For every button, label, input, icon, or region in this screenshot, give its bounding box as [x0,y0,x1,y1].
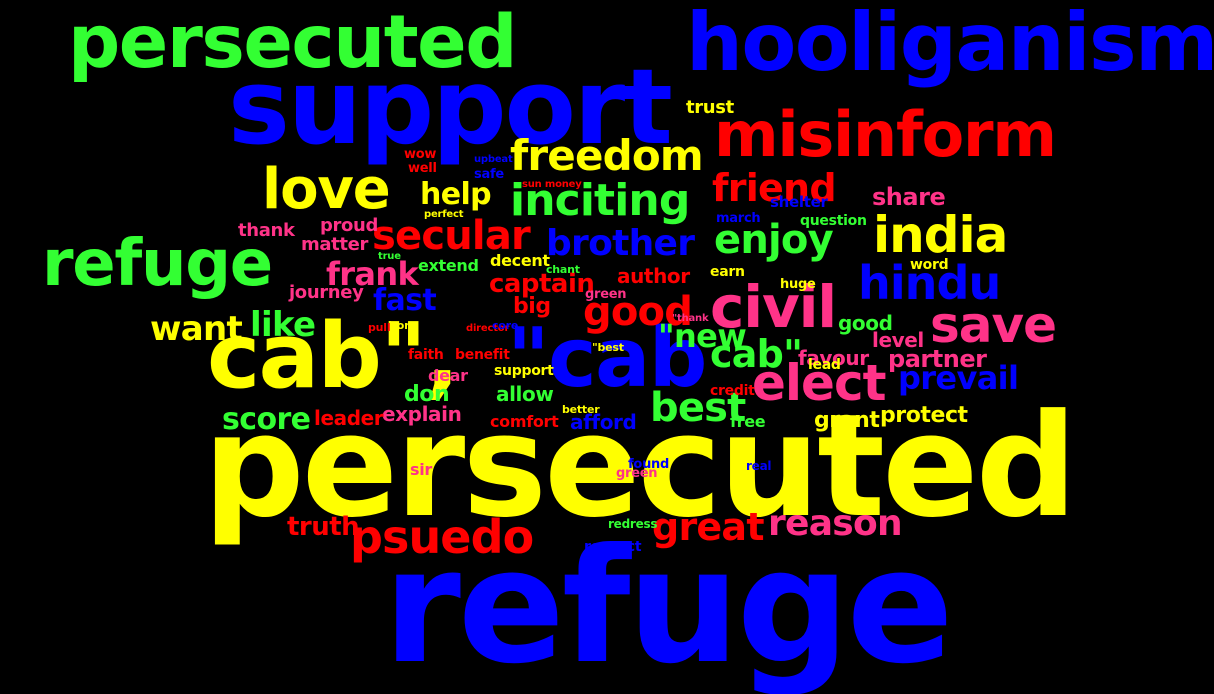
word-elect: elect [752,354,887,412]
word-true: true [378,251,401,262]
word-persecuted-large: persecuted [203,384,1077,549]
word-civil: civil [710,273,837,341]
word-india: india [873,206,1008,264]
word-psuedo: psuedo [350,510,534,564]
word-inciting: inciting [510,175,690,226]
word-good-red: good [583,289,693,335]
word-benefit: benefit [455,347,510,363]
word-decent: decent [490,251,550,270]
word-redress: redress [608,517,658,531]
word-explain: explain [382,402,462,426]
word-extend: extend [418,256,479,275]
word-prevail: prevail [898,359,1019,397]
word-quote-cab: "cab [507,311,707,406]
word-don: don [404,382,450,407]
word-credit: credit [710,383,755,399]
word-question: question [800,213,867,229]
word-journey: journey [289,282,364,303]
word-word: word [910,257,949,273]
word-hooliganism: hooliganism [686,0,1214,89]
word-real: real [746,459,772,473]
word-secular: secular [372,213,531,259]
word-proud: proud [320,215,379,236]
word-faith: faith [408,347,444,363]
word-misinform: misinform [714,98,1057,171]
word-persecuted-green: persecuted [68,0,517,85]
word-cab-comma: cab", [207,304,459,409]
word-quote-best: "best [592,341,624,354]
word-captain: captain [489,269,595,299]
word-friend: friend [712,166,837,210]
word-quote-thank: "thank [672,313,709,324]
word-level: level [872,328,924,352]
word-truth: truth [287,512,360,542]
word-pull: pull [368,321,391,334]
word-earn: earn [710,264,745,280]
word-author: author [617,264,690,288]
word-green-2: green [616,466,658,481]
word-want: want [150,309,243,349]
word-core: core [492,319,519,332]
word-sun-money: sun money [522,179,582,190]
word-matter: matter [301,234,369,255]
word-best-green: best [650,385,746,431]
word-protect: protect [880,403,968,428]
word-reason: reason [768,503,903,544]
word-like: like [250,305,316,345]
word-well: well [408,161,437,176]
word-upbeat: upbeat [474,154,513,165]
word-leader: leader [314,406,384,430]
word-march: march [716,211,761,226]
word-respect: respect [584,539,642,555]
word-partner: partner [888,345,987,373]
word-love: love [262,157,391,222]
word-grant: grant [814,408,880,433]
word-hindu: hindu [858,256,1001,310]
word-refuge-large: refuge [383,515,954,694]
word-found: found [628,457,670,472]
word-lead: lead [808,357,841,373]
word-shelter: shelter [770,193,828,211]
word-big: big [513,294,551,319]
word-wow: wow [404,147,437,162]
word-cab-quote: cab" [710,332,803,376]
word-brother: brother [546,223,695,264]
word-trust: trust [686,97,734,118]
word-allow: allow [496,382,554,406]
word-good-green: good [838,311,893,335]
word-green-1: green [585,287,627,302]
word-enjoy: enjoy [714,217,834,263]
word-save: save [930,296,1057,354]
word-director: director [466,323,510,334]
word-thank: thank [238,220,295,241]
word-score: score [222,402,311,437]
word-comfort: comfort [490,412,559,431]
word-huge: huge [780,277,816,292]
word-help: help [420,177,492,212]
word-support: support [228,46,673,168]
word-share: share [872,183,946,211]
word-fast: fast [373,283,437,318]
word-support-small: support [494,363,554,379]
word-chant: chant [546,263,580,276]
word-sir: sir [410,460,432,479]
word-quote-new: "new [658,317,747,355]
word-dear: dear [428,366,468,385]
word-afford: afford [570,410,637,434]
word-free: free [730,412,766,431]
word-perfect: perfect [424,209,464,220]
word-safe: safe [474,167,504,182]
word-favour: favour [798,346,869,370]
word-refuge-green: refuge [42,227,273,301]
word-great: great [652,505,764,549]
word-frank: frank [326,255,419,293]
word-better: better [562,403,600,416]
word-freedom: freedom [510,131,704,180]
word-iron: iron [388,319,412,332]
